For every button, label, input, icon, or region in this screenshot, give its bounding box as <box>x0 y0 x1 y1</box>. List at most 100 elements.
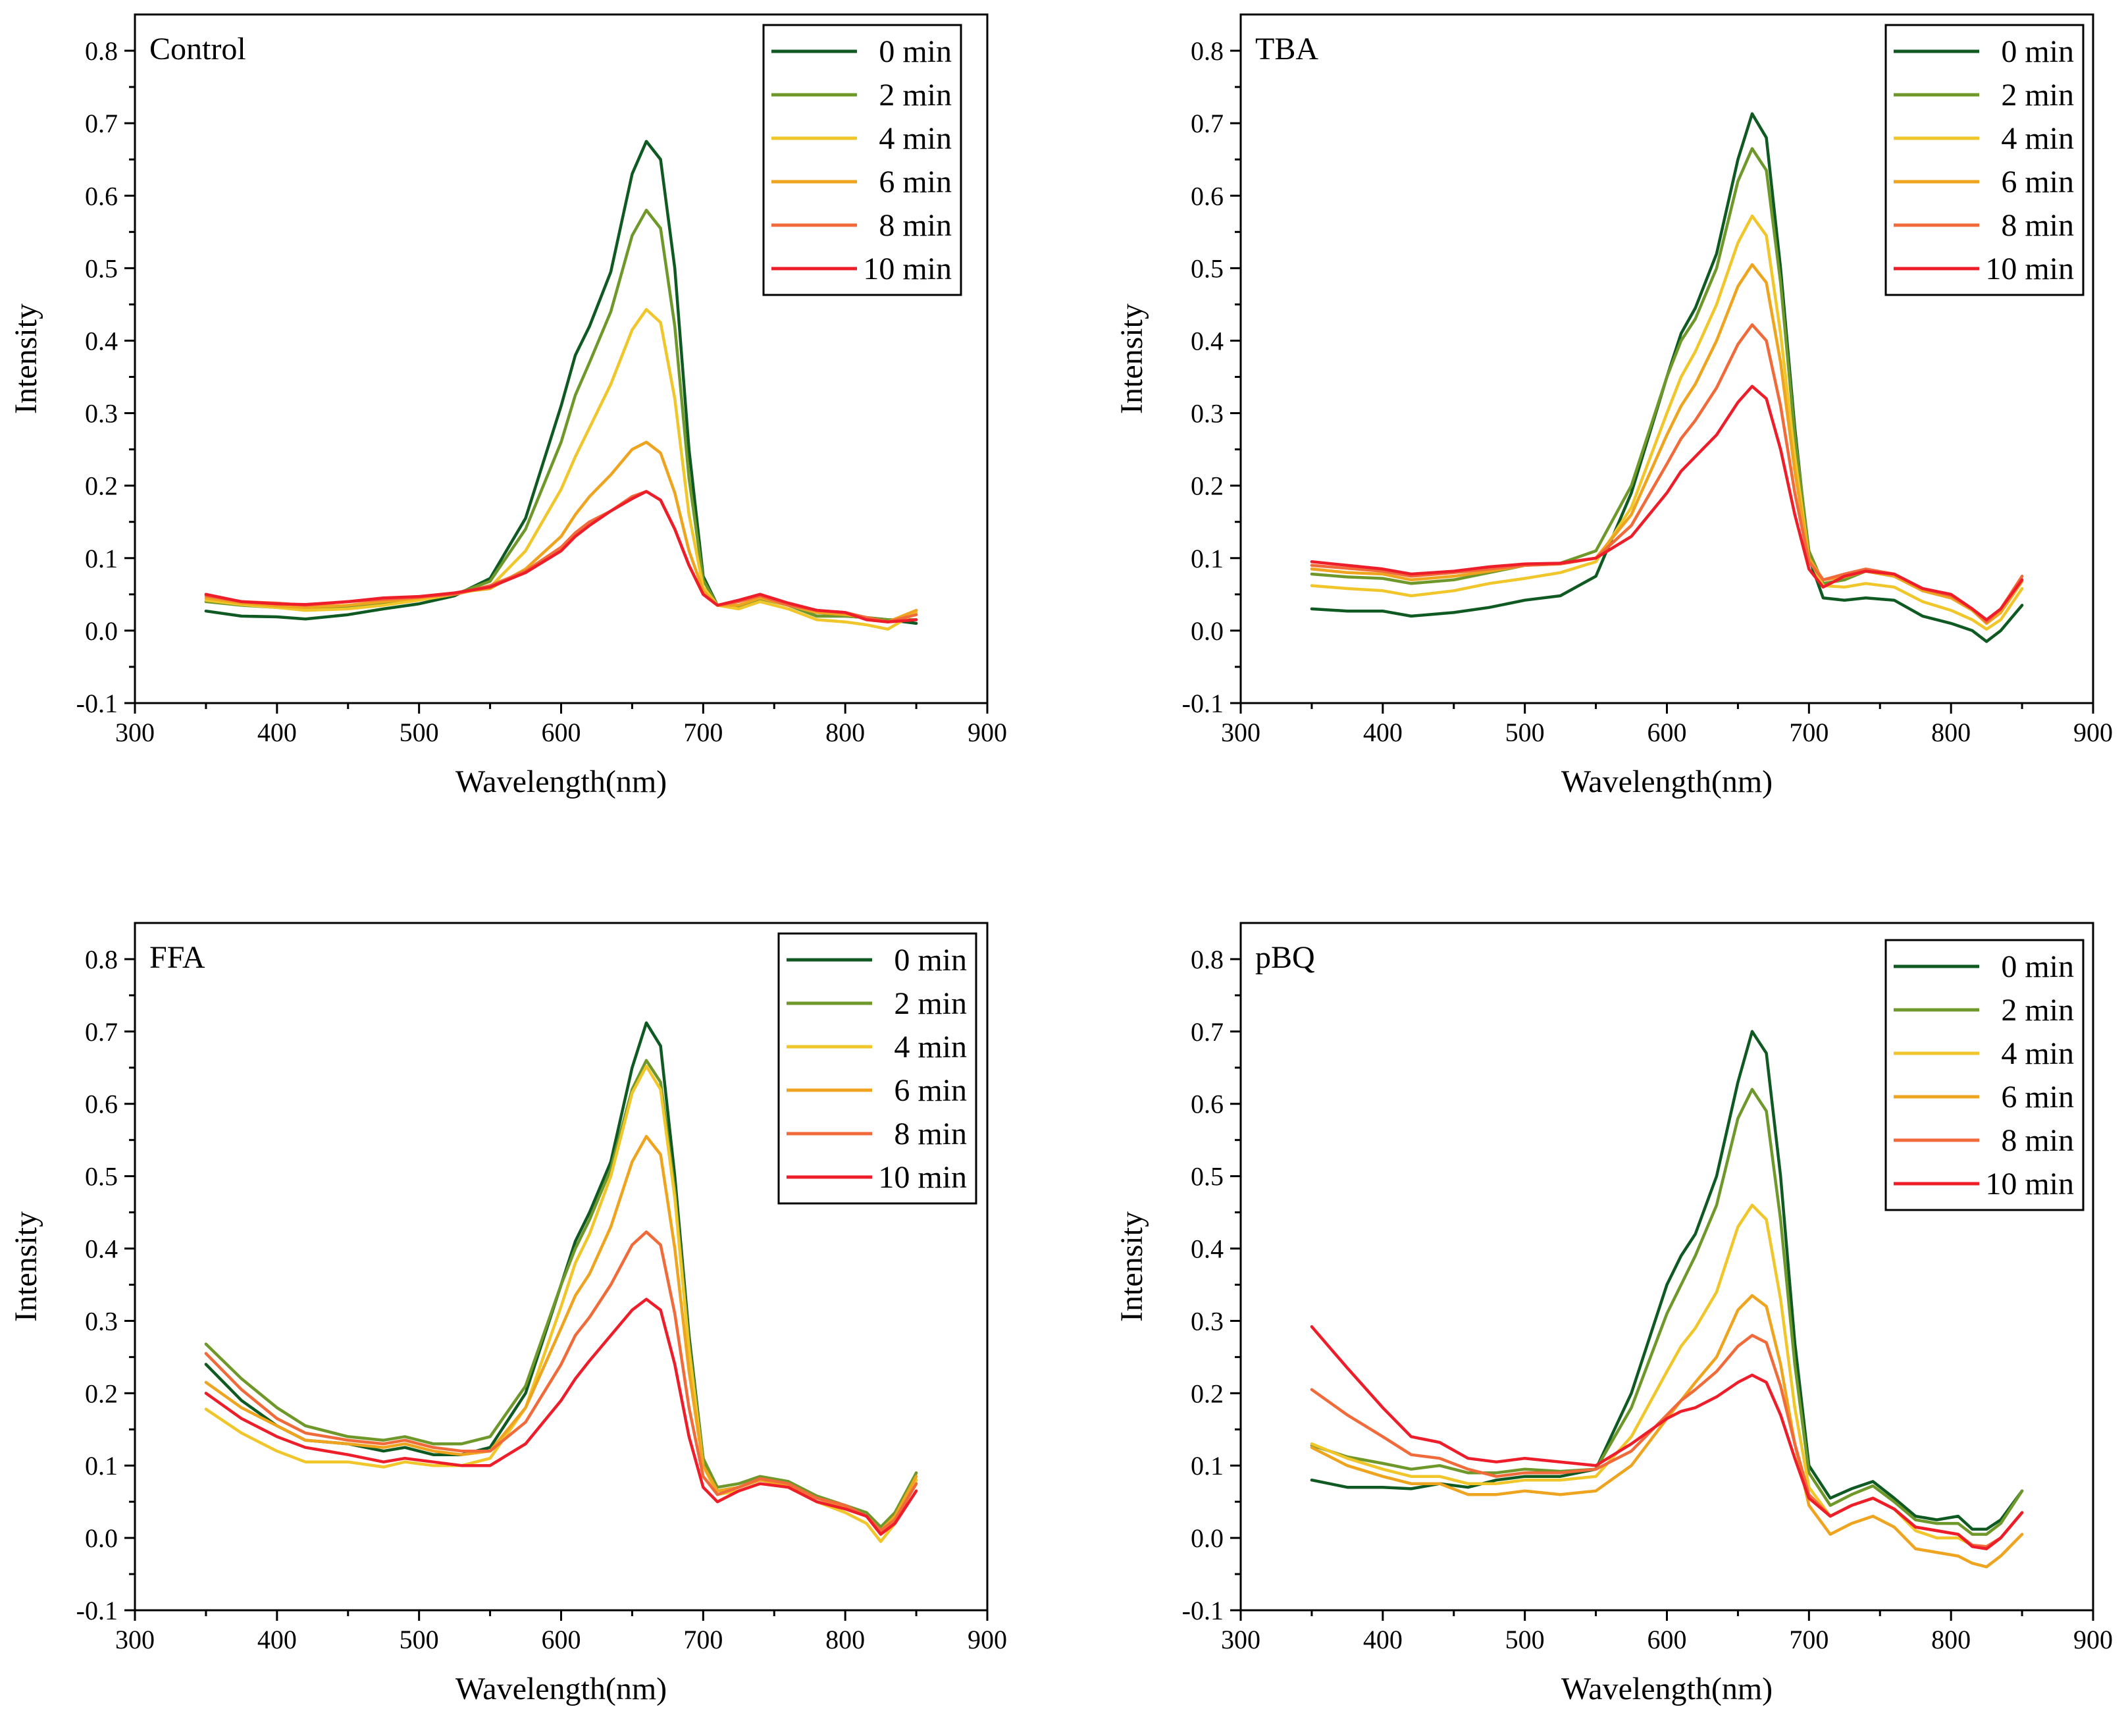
y-tick-label: 0.3 <box>1191 1306 1224 1336</box>
legend: 0 min 2 min 4 min 6 min 8 min 10 min <box>762 24 962 296</box>
series-line <box>1310 384 2024 621</box>
x-tick-label: 400 <box>257 718 297 747</box>
legend-label: 4 min <box>2001 121 2074 156</box>
legend-box <box>777 932 977 1205</box>
y-tick-label: 0.8 <box>85 945 118 974</box>
panel-title: FFA <box>149 940 205 975</box>
panel-title: TBA <box>1255 32 1318 66</box>
y-tick-label: 0.7 <box>1191 109 1224 138</box>
legend: 0 min 2 min 4 min 6 min 8 min 10 min <box>1884 24 2085 296</box>
y-tick-label: 0.4 <box>85 1234 118 1264</box>
y-tick-label: 0.5 <box>85 253 118 283</box>
x-axis-title: Wavelength(nm) <box>1561 1671 1773 1706</box>
y-tick-label: -0.1 <box>76 1596 118 1625</box>
x-tick-label: 400 <box>1363 1625 1403 1654</box>
x-tick-label: 500 <box>1505 1625 1545 1654</box>
y-axis-title: Intensity <box>9 303 43 414</box>
series-line <box>204 440 918 623</box>
series-line <box>1310 1203 2024 1550</box>
series-line <box>1310 1088 2024 1536</box>
y-tick-label: 0.0 <box>1191 1523 1224 1553</box>
y-tick-label: -0.1 <box>1182 1596 1224 1625</box>
y-tick-label: 0.6 <box>1191 1090 1224 1119</box>
y-tick-label: 0.3 <box>1191 399 1224 429</box>
legend-label: 8 min <box>894 1117 967 1151</box>
y-tick-label: 0.2 <box>85 471 118 501</box>
series-line <box>204 1298 918 1536</box>
series-line <box>1310 214 2024 631</box>
x-tick-label: 600 <box>542 1625 581 1654</box>
chart-panel-1: 300 400 500 600 700 800 900 -0.1 0.0 0.1 0.2 0.3 0.4… <box>9 13 1007 799</box>
y-tick-label: 0.8 <box>1191 945 1224 974</box>
y-tick-label: 0.4 <box>1191 326 1224 355</box>
y-tick-label: 0.0 <box>85 616 118 646</box>
series-line <box>1310 1294 2024 1569</box>
legend-label: 2 min <box>879 78 952 113</box>
y-tick-label: 0.7 <box>1191 1017 1224 1047</box>
legend-box <box>1884 939 2085 1211</box>
y-tick-label: 0.5 <box>85 1162 118 1192</box>
x-tick-label: 800 <box>1931 1625 1971 1654</box>
x-tick-label: 600 <box>1647 1625 1687 1654</box>
x-tick-label: 500 <box>400 718 439 747</box>
x-tick-label: 700 <box>1789 1625 1828 1654</box>
y-axis-title: Intensity <box>9 1211 43 1322</box>
y-tick-label: 0.5 <box>1191 253 1224 283</box>
x-tick-label: 300 <box>115 718 155 747</box>
legend-label: 4 min <box>879 121 952 156</box>
chart-panel-2: 300 400 500 600 700 800 900 -0.1 0.0 0.1 0.2 0.3 0.4… <box>1114 13 2113 799</box>
y-tick-label: 0.2 <box>85 1379 118 1408</box>
legend-label: 10 min <box>878 1160 967 1195</box>
legend: 0 min 2 min 4 min 6 min 8 min 10 min <box>777 932 977 1205</box>
y-tick-label: 0.8 <box>85 36 118 66</box>
series-line <box>1310 323 2024 623</box>
legend-box <box>1884 24 2085 296</box>
y-tick-label: 0.1 <box>1191 544 1224 573</box>
y-axis-title: Intensity <box>1114 303 1149 414</box>
legend-label: 8 min <box>879 208 952 243</box>
y-tick-label: 0.5 <box>1191 1162 1224 1192</box>
legend-label: 2 min <box>2001 78 2074 113</box>
legend-label: 6 min <box>894 1073 967 1108</box>
y-tick-label: 0.7 <box>85 109 118 138</box>
legend-label: 2 min <box>2001 993 2074 1028</box>
y-tick-label: 0.0 <box>85 1523 118 1553</box>
chart-panel-4: 300 400 500 600 700 800 900 -0.1 0.0 0.1 0.2 0.3 0.4… <box>1114 922 2113 1706</box>
x-tick-label: 500 <box>1505 718 1545 747</box>
legend-label: 10 min <box>863 251 952 286</box>
legend-label: 0 min <box>879 34 952 69</box>
x-tick-label: 300 <box>115 1625 155 1654</box>
y-tick-label: 0.4 <box>85 326 118 355</box>
x-tick-label: 900 <box>2073 1625 2113 1654</box>
legend-label: 6 min <box>2001 165 2074 199</box>
y-tick-label: 0.1 <box>85 544 118 573</box>
y-tick-label: 0.1 <box>1191 1451 1224 1481</box>
legend-label: 8 min <box>2001 208 2074 243</box>
y-tick-label: -0.1 <box>1182 689 1224 718</box>
x-tick-label: 600 <box>1647 718 1687 747</box>
y-tick-label: -0.1 <box>76 689 118 718</box>
series-line <box>204 1230 918 1533</box>
y-tick-label: 0.3 <box>85 1306 118 1336</box>
x-tick-label: 700 <box>683 1625 723 1654</box>
x-tick-label: 700 <box>1789 718 1828 747</box>
legend-label: 10 min <box>1985 1167 2074 1201</box>
x-axis-title: Wavelength(nm) <box>455 764 667 799</box>
legend-label: 2 min <box>894 986 967 1021</box>
y-tick-label: 0.2 <box>1191 471 1224 501</box>
x-tick-label: 400 <box>257 1625 297 1654</box>
y-tick-label: 0.6 <box>85 181 118 211</box>
y-tick-label: 0.0 <box>1191 616 1224 646</box>
x-tick-label: 300 <box>1221 1625 1260 1654</box>
x-tick-label: 700 <box>683 718 723 747</box>
y-axis-title: Intensity <box>1114 1211 1149 1322</box>
x-tick-label: 500 <box>400 1625 439 1654</box>
legend-label: 8 min <box>2001 1123 2074 1158</box>
y-tick-label: 0.7 <box>85 1017 118 1047</box>
legend-label: 10 min <box>1985 251 2074 286</box>
series-line <box>204 490 918 623</box>
x-tick-label: 300 <box>1221 718 1260 747</box>
legend-label: 6 min <box>2001 1080 2074 1115</box>
x-tick-label: 800 <box>825 718 865 747</box>
